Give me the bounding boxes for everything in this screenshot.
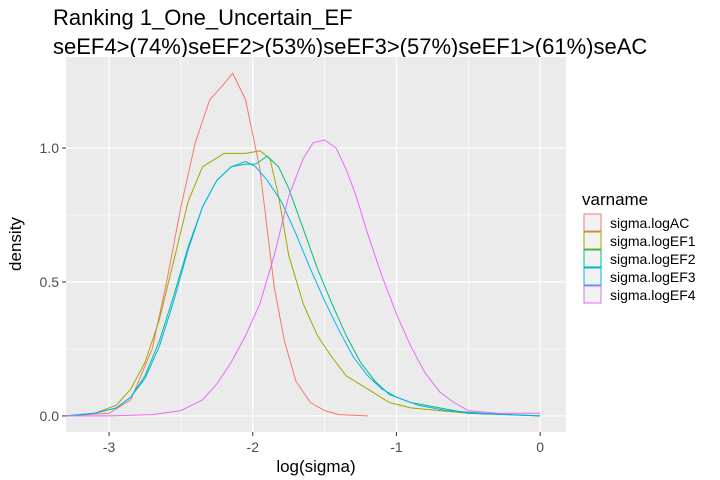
y-axis-title: density [6, 217, 25, 271]
series-line-sigma-logEF3 [65, 161, 541, 417]
legend-key-sigma-logEF1 [583, 231, 602, 250]
x-tick-label: -3 [103, 439, 116, 455]
legend-title: varname [582, 190, 648, 209]
legend-key-sigma-logAC [583, 213, 602, 232]
y-tick-label: 0.0 [40, 408, 60, 424]
legend: varname sigma.logACsigma.logEF1sigma.log… [582, 190, 696, 304]
chart-title: Ranking 1_One_Uncertain_EF [53, 5, 353, 30]
x-axis-ticks: -3 -2 -1 0 [103, 432, 544, 455]
legend-label-sigma-logEF1: sigma.logEF1 [610, 233, 696, 249]
legend-label-sigma-logEF3: sigma.logEF3 [610, 269, 696, 285]
legend-label-sigma-logEF2: sigma.logEF2 [610, 251, 696, 267]
x-tick-label: -2 [247, 439, 260, 455]
legend-key-sigma-logEF2 [583, 249, 602, 268]
legend-key-sigma-logEF3 [583, 267, 602, 286]
x-axis-title: log(sigma) [276, 457, 355, 476]
series-line-sigma-logEF4 [66, 139, 541, 417]
legend-items: sigma.logAC sigma.logEF1 sigma.logEF2 sigma… [583, 213, 696, 304]
y-tick-label: 0.5 [40, 274, 60, 290]
chart-subtitle: seEF4>(74%)seEF2>(53%)seEF3>(57%)seEF1>(… [53, 34, 647, 59]
series-lines [65, 72, 541, 417]
legend-label-sigma-logAC: sigma.logAC [610, 215, 689, 231]
x-tick-label: 0 [536, 439, 544, 455]
y-axis-ticks: 0.0 0.5 1.0 [40, 140, 66, 424]
legend-key-sigma-logEF4 [583, 285, 602, 304]
x-tick-label: -1 [390, 439, 403, 455]
legend-label-sigma-logEF4: sigma.logEF4 [610, 287, 696, 303]
y-tick-label: 1.0 [40, 140, 60, 156]
series-line-sigma-logAC [65, 72, 368, 417]
